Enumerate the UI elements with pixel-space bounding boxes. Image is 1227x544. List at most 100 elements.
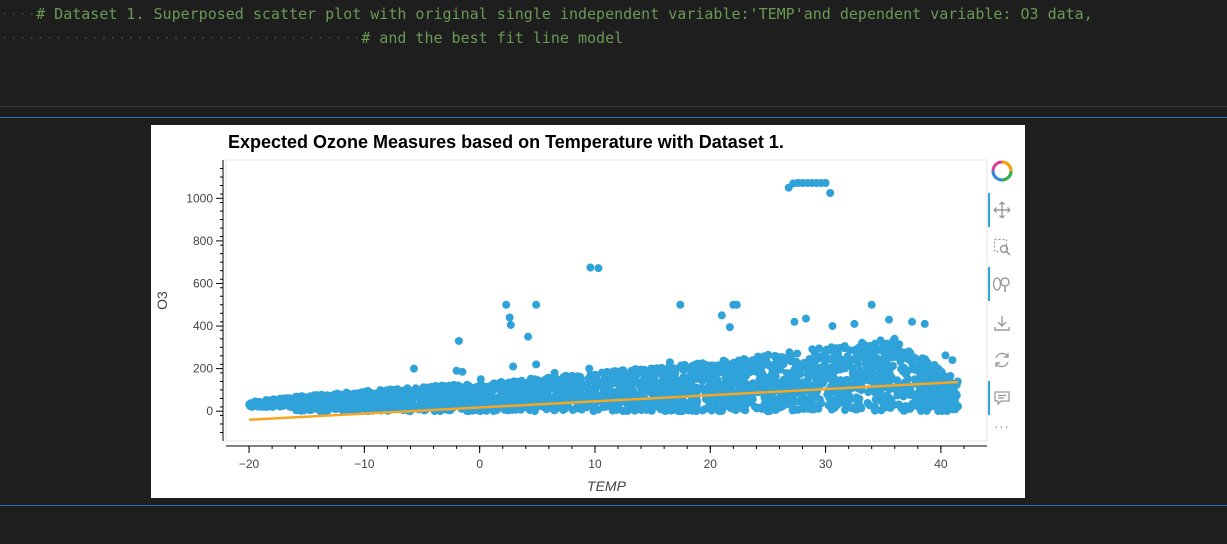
scatter-point [948, 400, 957, 409]
bokeh-logo-icon[interactable] [991, 160, 1013, 182]
scatter-point [765, 376, 774, 385]
scatter-point [383, 401, 392, 410]
scatter-point [865, 365, 874, 374]
scatter-point [604, 389, 612, 398]
scatter-point [811, 348, 820, 357]
code-comment-line-1[interactable]: ····# Dataset 1. Superposed scatter plot… [0, 4, 1093, 24]
y-tick-label: 200 [193, 362, 213, 376]
scatter-point [777, 353, 786, 361]
scatter-point [486, 385, 495, 394]
scatter-point [804, 369, 813, 378]
scatter-point [905, 403, 914, 412]
hover-icon[interactable] [991, 387, 1013, 409]
scatter-point [511, 405, 520, 414]
next-cell-area [0, 506, 1227, 544]
scatter-point [884, 403, 892, 412]
scatter-outlier-23 [867, 300, 876, 309]
scatter-point [782, 395, 791, 404]
y-tick-label: 1000 [186, 191, 213, 205]
comment-text-1: # Dataset 1. Superposed scatter plot wit… [36, 5, 1093, 23]
scatter-point [885, 385, 894, 394]
scatter-point [707, 406, 716, 415]
scatter-point [941, 396, 950, 404]
scatter-outlier-16 [524, 332, 533, 341]
scatter-point [628, 368, 637, 377]
scatter-point [539, 386, 548, 395]
scatter-point [620, 370, 629, 379]
reset-icon[interactable] [991, 349, 1013, 371]
x-tick-label: 0 [476, 457, 483, 471]
pan-icon[interactable] [991, 199, 1013, 221]
code-cell[interactable]: ····# Dataset 1. Superposed scatter plot… [0, 0, 1227, 106]
scatter-point [432, 391, 441, 400]
scatter-outlier-21 [732, 300, 741, 309]
y-axis-label: O3 [154, 291, 170, 310]
scatter-point [908, 362, 917, 371]
scatter-point [613, 369, 622, 378]
scatter-point [772, 405, 781, 414]
scatter-point [795, 365, 804, 374]
scatter-point [466, 392, 475, 401]
plot-frame [225, 159, 988, 442]
box-zoom-icon[interactable] [991, 236, 1013, 258]
plot-canvas[interactable]: 0 200 400 600 800 1000 O3 −20 −10 0 10 20 30 40 TEMP [151, 125, 1025, 498]
x-tick-label: 20 [704, 457, 718, 471]
scatter-point [897, 364, 906, 373]
scatter-point [765, 401, 774, 410]
scatter-point [686, 405, 695, 414]
scatter-point [553, 375, 562, 384]
scatter-point [299, 405, 308, 414]
scatter-point [685, 398, 694, 407]
scatter-point [858, 339, 867, 348]
scatter-point [725, 399, 734, 408]
scatter-point [743, 397, 752, 406]
scatter-point [259, 400, 268, 409]
scatter-point [616, 392, 625, 401]
scatter-point [857, 373, 866, 382]
hover-active-indicator [988, 381, 990, 415]
save-icon[interactable] [991, 312, 1013, 334]
scatter-point [730, 359, 739, 367]
more-tools-button[interactable]: ··· [994, 420, 1010, 436]
scatter-point [822, 345, 831, 354]
y-tick-label: 0 [206, 404, 213, 418]
scatter-point [368, 390, 377, 399]
scatter-point [840, 399, 848, 408]
scatter-point [625, 378, 634, 387]
scatter-point [913, 376, 922, 385]
scatter-outlier-37 [509, 362, 518, 371]
scatter-point [791, 405, 799, 414]
scatter-point [663, 364, 672, 373]
scatter-point [691, 369, 700, 378]
scatter-point [770, 369, 778, 378]
scatter-point [421, 395, 430, 404]
scatter-point [418, 388, 427, 397]
best-fit-line [248, 380, 959, 421]
scatter-point [741, 379, 750, 388]
scatter-outlier-15 [532, 300, 541, 309]
scatter-point [327, 401, 336, 410]
scatter-point [496, 378, 505, 387]
y-tick-label: 800 [193, 234, 213, 248]
code-comment-line-2[interactable]: ········································… [0, 28, 623, 48]
scatter-point [712, 381, 721, 390]
scatter-point [685, 372, 694, 381]
scatter-point [526, 374, 535, 383]
scatter-point [678, 365, 687, 374]
scatter-point [270, 399, 279, 408]
scatter-point [542, 378, 551, 387]
scatter-outlier-14 [506, 320, 515, 329]
scatter-point [945, 374, 954, 383]
scatter-outlier-12 [502, 300, 511, 309]
scatter-point [929, 388, 937, 397]
scatter-point [392, 390, 401, 399]
wheel-zoom-icon[interactable] [991, 273, 1013, 295]
scatter-point [776, 365, 785, 374]
scatter-point [693, 397, 702, 405]
scatter-outlier-25 [801, 314, 810, 323]
scatter-point [882, 356, 891, 365]
scatter-point [306, 406, 315, 415]
scatter-point [511, 378, 520, 387]
bokeh-plot[interactable]: Expected Ozone Measures based on Tempera… [151, 125, 1025, 498]
scatter-point [670, 375, 679, 384]
